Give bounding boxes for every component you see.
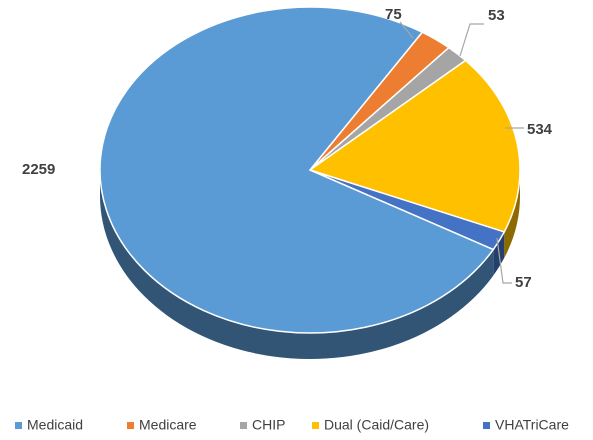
legend-label: Medicare	[139, 417, 197, 433]
pie-tops	[99, 6, 521, 334]
pie-side	[504, 170, 520, 258]
leader-line	[459, 23, 484, 57]
legend-marker	[240, 422, 247, 429]
data-label: 53	[488, 7, 505, 24]
data-label: 75	[385, 6, 402, 23]
legend-marker	[483, 422, 490, 429]
data-label: 534	[527, 121, 553, 138]
data-label: 57	[515, 274, 532, 291]
data-label: 2259	[22, 161, 55, 178]
data-labels: 2259 75 53 534 57	[22, 6, 553, 291]
pie-slice	[308, 59, 521, 233]
legend-label: VHATriCare	[495, 417, 569, 433]
leader-line	[496, 237, 512, 284]
legend-label: Dual (Caid/Care)	[324, 417, 429, 433]
legend-marker	[312, 422, 319, 429]
pie-side	[100, 170, 494, 359]
legend-label: Medicaid	[27, 417, 83, 433]
legend-marker	[15, 422, 22, 429]
legend-label: CHIP	[252, 417, 285, 433]
pie-slice	[99, 6, 495, 334]
leader-line	[399, 21, 414, 39]
legend-marker	[127, 422, 134, 429]
legend: Medicaid Medicare CHIP Dual (Caid/Care) VHAT…	[15, 417, 569, 433]
